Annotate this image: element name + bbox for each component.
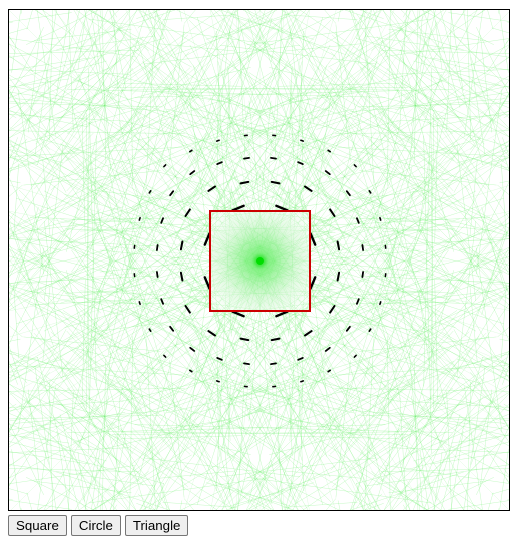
boundary-markers (133, 134, 387, 388)
boundary-marker (297, 356, 304, 361)
boundary-marker (327, 149, 332, 153)
boundary-marker (184, 305, 191, 314)
boundary-marker (361, 244, 365, 251)
boundary-marker (324, 346, 331, 352)
boundary-marker (160, 298, 165, 305)
boundary-marker (327, 369, 332, 373)
boundary-marker (189, 369, 193, 373)
scene-svg (9, 10, 509, 510)
boundary-marker (379, 301, 382, 306)
boundary-marker (216, 356, 223, 361)
boundary-marker (329, 305, 336, 314)
boundary-marker (275, 204, 289, 212)
boundary-marker (368, 328, 372, 333)
boundary-marker (179, 271, 184, 282)
boundary-marker (275, 310, 289, 318)
boundary-marker (179, 240, 184, 251)
boundary-marker (353, 354, 357, 358)
boundary-marker (184, 208, 191, 217)
boundary-marker (155, 244, 159, 251)
boundary-marker (215, 380, 220, 383)
boundary-marker (207, 185, 216, 192)
mesh-spokes (9, 10, 509, 510)
boundary-marker (243, 156, 250, 160)
boundary-marker (148, 190, 152, 194)
square-shape-outline[interactable] (209, 210, 311, 312)
boundary-marker (243, 362, 250, 366)
drawing-canvas[interactable] (8, 9, 510, 511)
boundary-marker (189, 346, 196, 352)
center-glow-dot (256, 257, 264, 265)
boundary-marker (138, 301, 141, 306)
boundary-marker (270, 180, 281, 185)
boundary-marker (329, 208, 336, 217)
boundary-marker (216, 161, 223, 166)
boundary-marker (270, 337, 281, 342)
mesh-lines (9, 10, 509, 510)
boundary-marker (300, 380, 305, 383)
boundary-marker (355, 298, 360, 305)
boundary-marker (300, 139, 305, 142)
boundary-marker (304, 330, 313, 337)
boundary-marker (355, 217, 360, 224)
boundary-marker (203, 276, 211, 290)
boundary-marker (361, 271, 365, 278)
boundary-marker (353, 164, 357, 168)
boundary-marker (203, 232, 211, 246)
boundary-marker (345, 190, 351, 197)
boundary-marker (189, 149, 193, 153)
triangle-button[interactable]: Triangle (124, 515, 189, 536)
circle-button[interactable]: Circle (70, 515, 121, 536)
boundary-marker (155, 271, 159, 278)
boundary-marker (239, 337, 250, 342)
interference-mesh (9, 10, 509, 510)
boundary-marker (231, 310, 245, 318)
boundary-marker (270, 362, 277, 366)
boundary-marker (163, 354, 167, 358)
boundary-marker (160, 217, 165, 224)
boundary-marker (215, 139, 220, 142)
square-button[interactable]: Square (8, 515, 67, 536)
boundary-marker (309, 276, 317, 290)
boundary-marker (163, 164, 167, 168)
boundary-marker (207, 330, 216, 337)
boundary-marker (148, 328, 152, 333)
boundary-marker (297, 161, 304, 166)
boundary-marker (169, 325, 175, 332)
boundary-marker (239, 180, 250, 185)
boundary-marker (138, 216, 141, 221)
boundary-marker (309, 232, 317, 246)
boundary-marker (336, 240, 341, 251)
boundary-marker (169, 190, 175, 197)
boundary-marker (189, 170, 196, 176)
boundary-marker (270, 156, 277, 160)
boundary-marker (324, 170, 331, 176)
boundary-marker (379, 216, 382, 221)
shape-controls: Square Circle Triangle (8, 515, 189, 536)
boundary-marker (345, 325, 351, 332)
boundary-marker (336, 271, 341, 282)
boundary-marker (231, 204, 245, 212)
boundary-marker (304, 185, 313, 192)
boundary-marker (368, 190, 372, 194)
